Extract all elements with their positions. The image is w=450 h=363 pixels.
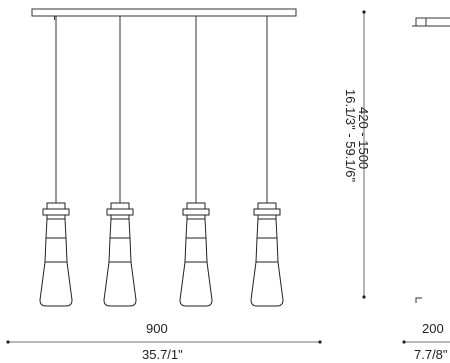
lamp-fitting: [42, 208, 70, 216]
width-dimension-line: [6, 340, 322, 344]
pendant-lamp: [39, 16, 73, 307]
lamp-ring-upper: [109, 218, 131, 239]
pendant-lamp: [250, 16, 284, 307]
lamp-ring-upper: [256, 218, 278, 239]
width-in-label: 35.7/1": [142, 347, 183, 362]
height-dimension-line: [362, 10, 366, 299]
width-mm-label: 900: [146, 321, 168, 336]
pendant-lamp: [103, 16, 137, 307]
depth-in-label: 7.7/8": [414, 347, 448, 362]
lamp-ring-middle: [44, 237, 68, 263]
lamp-shade: [179, 261, 213, 307]
pendant-lamp: [179, 16, 213, 307]
lamp-ring-middle: [108, 237, 132, 263]
lamp-fitting: [106, 208, 134, 216]
depth-mm-label: 200: [422, 321, 444, 336]
lamp-shade: [103, 261, 137, 307]
lamp-shade: [250, 261, 284, 307]
lamp-ring-middle: [255, 237, 279, 263]
ceiling-canopy: [31, 8, 297, 17]
height-mm-label: 420 - 1500: [356, 107, 371, 170]
height-in-label: 16.1/3" - 59.1/6": [343, 89, 358, 183]
lamp-ring-upper: [185, 218, 207, 239]
lamp-fitting: [253, 208, 281, 216]
lamp-fitting: [182, 208, 210, 216]
lamp-ring-middle: [184, 237, 208, 263]
lamp-shade: [39, 261, 73, 307]
side-view-fragment: [402, 17, 450, 344]
lamp-ring-upper: [45, 218, 67, 239]
